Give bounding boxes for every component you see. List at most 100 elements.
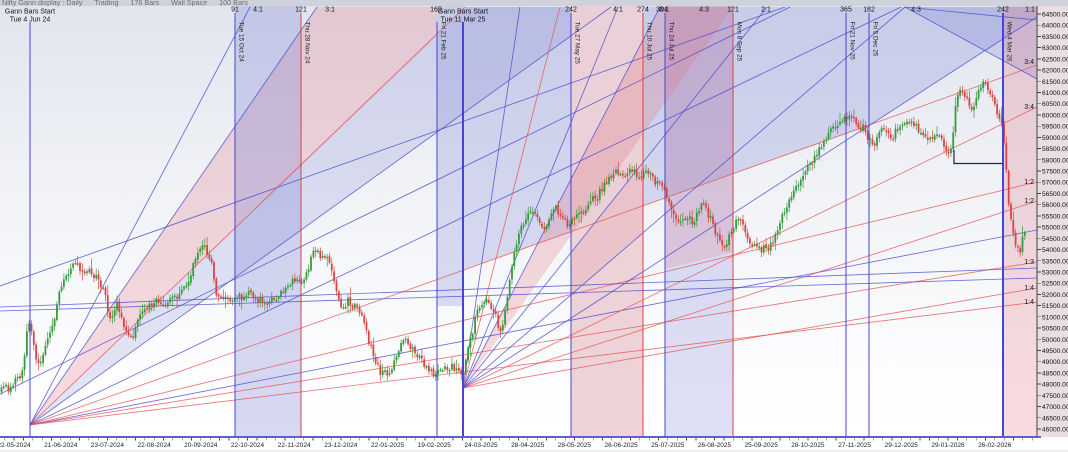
svg-text:29-12-2025: 29-12-2025 [885, 442, 919, 449]
svg-text:3:1: 3:1 [325, 7, 335, 14]
svg-text:61000.00: 61000.00 [1042, 90, 1068, 97]
svg-text:22-10-2024: 22-10-2024 [231, 442, 265, 449]
svg-text:1:3: 1:3 [1024, 259, 1034, 266]
svg-text:47500.00: 47500.00 [1042, 393, 1068, 400]
svg-text:27-11-2025: 27-11-2025 [838, 442, 871, 449]
svg-text:4:3: 4:3 [699, 7, 709, 14]
svg-text:54500.00: 54500.00 [1042, 236, 1068, 243]
svg-text:Fri 21 Feb 25: Fri 21 Feb 25 [440, 22, 447, 60]
svg-text:47000.00: 47000.00 [1042, 404, 1068, 411]
svg-text:91: 91 [231, 7, 239, 14]
svg-text:Thu 24 Jul 25: Thu 24 Jul 25 [668, 22, 675, 61]
svg-text:59500.00: 59500.00 [1042, 124, 1068, 131]
svg-text:59000.00: 59000.00 [1042, 135, 1068, 142]
svg-text:25-07-2025: 25-07-2025 [651, 442, 685, 449]
svg-text:24-03-2025: 24-03-2025 [464, 442, 498, 449]
svg-text:4:1: 4:1 [253, 7, 263, 14]
svg-text:Mon 8 Sep 25: Mon 8 Sep 25 [736, 22, 743, 62]
svg-text:3:1: 3:1 [659, 7, 669, 14]
svg-text:3:4: 3:4 [1024, 104, 1034, 111]
svg-text:Tue 15 Oct 24: Tue 15 Oct 24 [238, 22, 245, 63]
svg-text:Tue 27 May 25: Tue 27 May 25 [574, 22, 581, 65]
svg-text:28-10-2025: 28-10-2025 [791, 442, 825, 449]
svg-text:28-05-2025: 28-05-2025 [558, 442, 592, 449]
svg-text:55500.00: 55500.00 [1042, 213, 1068, 220]
svg-text:60000.00: 60000.00 [1042, 112, 1068, 119]
svg-text:1:2: 1:2 [1024, 198, 1034, 205]
svg-text:63500.00: 63500.00 [1042, 34, 1068, 41]
svg-text:62500.00: 62500.00 [1042, 56, 1068, 63]
svg-text:2:1: 2:1 [761, 7, 771, 14]
svg-text:28-04-2025: 28-04-2025 [511, 442, 545, 449]
svg-text:62000.00: 62000.00 [1042, 68, 1068, 75]
svg-text:49000.00: 49000.00 [1042, 359, 1068, 366]
svg-text:182: 182 [863, 7, 875, 14]
svg-text:Fri 21 Nov 25: Fri 21 Nov 25 [849, 22, 856, 61]
svg-text:48000.00: 48000.00 [1042, 382, 1068, 389]
svg-text:54000.00: 54000.00 [1042, 247, 1068, 254]
svg-text:26-02-2026: 26-02-2026 [978, 442, 1012, 449]
svg-text:23-12-2024: 23-12-2024 [324, 442, 358, 449]
svg-text:55000.00: 55000.00 [1042, 225, 1068, 232]
svg-text:274: 274 [637, 7, 649, 14]
svg-text:121: 121 [727, 7, 739, 14]
svg-text:52500.00: 52500.00 [1042, 281, 1068, 288]
svg-text:1:4: 1:4 [1024, 299, 1034, 306]
svg-text:Thu 28 Nov 24: Thu 28 Nov 24 [304, 22, 311, 64]
svg-text:51500.00: 51500.00 [1042, 303, 1068, 310]
svg-text:242: 242 [997, 7, 1009, 14]
svg-text:242: 242 [565, 7, 577, 14]
svg-text:57500.00: 57500.00 [1042, 169, 1068, 176]
svg-text:26-06-2025: 26-06-2025 [604, 442, 638, 449]
svg-text:46000.00: 46000.00 [1042, 427, 1068, 434]
svg-text:Tue 11 Mar 25: Tue 11 Mar 25 [441, 17, 486, 24]
svg-text:Fri 5 Dec 25: Fri 5 Dec 25 [872, 22, 879, 57]
svg-text:Nifty Gann display : Daily: Nifty Gann display : Daily Trading 176 B… [2, 0, 248, 7]
svg-text:23-07-2024: 23-07-2024 [91, 442, 125, 449]
svg-text:50500.00: 50500.00 [1042, 326, 1068, 333]
svg-text:Wed 4 Mar 26: Wed 4 Mar 26 [1006, 22, 1013, 62]
svg-text:22-05-2024: 22-05-2024 [0, 442, 31, 449]
svg-text:Thu 10 Jul 25: Thu 10 Jul 25 [646, 22, 653, 61]
svg-text:57000.00: 57000.00 [1042, 180, 1068, 187]
svg-text:25-09-2025: 25-09-2025 [745, 442, 779, 449]
svg-text:19-02-2025: 19-02-2025 [418, 442, 452, 449]
svg-text:169: 169 [430, 7, 442, 14]
svg-text:304: 304 [656, 7, 668, 14]
svg-text:64000.00: 64000.00 [1042, 23, 1068, 30]
svg-text:4:1: 4:1 [613, 7, 623, 14]
svg-text:56500.00: 56500.00 [1042, 191, 1068, 198]
svg-text:4:3: 4:3 [911, 7, 921, 14]
svg-text:Gann Bars Start: Gann Bars Start [5, 9, 55, 16]
svg-text:1:2: 1:2 [1024, 179, 1034, 186]
svg-text:56000.00: 56000.00 [1042, 202, 1068, 209]
svg-text:51000.00: 51000.00 [1042, 314, 1068, 321]
svg-text:22-01-2025: 22-01-2025 [371, 442, 405, 449]
svg-text:53000.00: 53000.00 [1042, 270, 1068, 277]
svg-text:63000.00: 63000.00 [1042, 45, 1068, 52]
svg-text:49500.00: 49500.00 [1042, 348, 1068, 355]
svg-text:53500.00: 53500.00 [1042, 258, 1068, 265]
svg-text:26-08-2025: 26-08-2025 [698, 442, 732, 449]
svg-text:3:4: 3:4 [1024, 59, 1034, 66]
svg-text:Gann Bars Start: Gann Bars Start [438, 9, 488, 16]
svg-text:58000.00: 58000.00 [1042, 157, 1068, 164]
svg-text:29-01-2026: 29-01-2026 [931, 442, 965, 449]
svg-text:61500.00: 61500.00 [1042, 79, 1068, 86]
svg-text:52000.00: 52000.00 [1042, 292, 1068, 299]
svg-text:60500.00: 60500.00 [1042, 101, 1068, 108]
svg-text:21-06-2024: 21-06-2024 [44, 442, 78, 449]
svg-text:58500.00: 58500.00 [1042, 146, 1068, 153]
svg-text:64500.00: 64500.00 [1042, 12, 1068, 19]
svg-text:46500.00: 46500.00 [1042, 415, 1068, 422]
svg-text:50000.00: 50000.00 [1042, 337, 1068, 344]
svg-text:22-08-2024: 22-08-2024 [137, 442, 171, 449]
svg-text:22-11-2024: 22-11-2024 [278, 442, 311, 449]
svg-text:20-09-2024: 20-09-2024 [184, 442, 218, 449]
svg-text:1:4: 1:4 [1024, 285, 1034, 292]
svg-text:1:1: 1:1 [1025, 7, 1035, 14]
svg-text:365: 365 [840, 7, 852, 14]
svg-text:48500.00: 48500.00 [1042, 370, 1068, 377]
svg-text:121: 121 [295, 7, 307, 14]
svg-text:Tue 4 Jun 24: Tue 4 Jun 24 [10, 17, 51, 24]
